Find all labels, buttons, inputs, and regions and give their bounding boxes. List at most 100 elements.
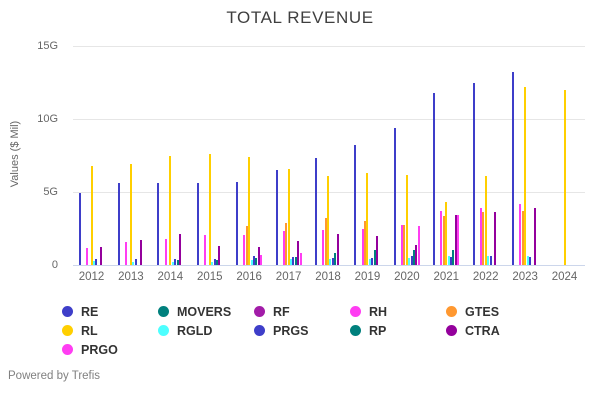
bar-RL-2012[interactable] bbox=[90, 165, 93, 265]
bar-RGLD-2012[interactable] bbox=[92, 261, 95, 265]
bar-PRGS-2012[interactable] bbox=[95, 259, 98, 265]
legend-item-RL[interactable]: RL bbox=[62, 321, 158, 340]
bar-RGLD-2013[interactable] bbox=[132, 261, 135, 265]
legend-item-RH[interactable]: RH bbox=[350, 302, 446, 321]
bar-RP-2019[interactable] bbox=[373, 250, 376, 265]
legend-item-PRGO[interactable]: PRGO bbox=[62, 340, 158, 359]
bar-RE-2013[interactable] bbox=[117, 183, 120, 265]
bar-RL-2024[interactable] bbox=[563, 89, 566, 265]
bar-CTRA-2018[interactable] bbox=[336, 234, 339, 265]
bar-RGLD-2017[interactable] bbox=[290, 258, 292, 265]
bar-RE-2018[interactable] bbox=[315, 158, 318, 265]
bar-PRGS-2021[interactable] bbox=[450, 256, 453, 265]
bar-RL-2019[interactable] bbox=[366, 173, 369, 265]
bar-RE-2022[interactable] bbox=[472, 82, 475, 265]
bar-RGLD-2019[interactable] bbox=[368, 258, 371, 265]
bar-CTRA-2019[interactable] bbox=[376, 235, 379, 265]
bar-CTRA-2020[interactable] bbox=[415, 244, 418, 265]
bar-CTRA-2014[interactable] bbox=[178, 234, 181, 265]
bar-PRGS-2022[interactable] bbox=[489, 256, 492, 265]
legend-item-RGLD[interactable]: RGLD bbox=[158, 321, 254, 340]
bar-CTRA-2017[interactable] bbox=[297, 240, 300, 265]
bar-PRGS-2020[interactable] bbox=[410, 256, 413, 265]
bar-GTES-2020[interactable] bbox=[403, 224, 406, 265]
bar-RH-2022[interactable] bbox=[479, 208, 482, 265]
bar-PRGO-2016[interactable] bbox=[260, 254, 263, 265]
bar-RGLD-2016[interactable] bbox=[250, 259, 253, 265]
legend-item-CTRA[interactable]: CTRA bbox=[446, 321, 542, 340]
bar-CTRA-2021[interactable] bbox=[454, 214, 457, 265]
bar-RGLD-2022[interactable] bbox=[487, 256, 490, 265]
bar-PRGS-2019[interactable] bbox=[371, 258, 374, 265]
bar-GTES-2017[interactable] bbox=[285, 222, 288, 265]
bar-CTRA-2023[interactable] bbox=[533, 208, 536, 265]
bar-PRGS-2016[interactable] bbox=[252, 256, 255, 265]
bar-RP-2021[interactable] bbox=[452, 249, 455, 265]
bar-GTES-2021[interactable] bbox=[442, 216, 445, 265]
bar-PRGS-2015[interactable] bbox=[213, 259, 216, 265]
bar-RH-2018[interactable] bbox=[322, 229, 325, 265]
bar-RL-2020[interactable] bbox=[405, 175, 408, 265]
bar-CTRA-2016[interactable] bbox=[257, 247, 260, 265]
bar-RE-2015[interactable] bbox=[196, 182, 199, 265]
bar-RE-2023[interactable] bbox=[512, 72, 515, 265]
bar-RL-2013[interactable] bbox=[129, 164, 132, 265]
bar-RL-2014[interactable] bbox=[169, 156, 172, 265]
legend-item-PRGS[interactable]: PRGS bbox=[254, 321, 350, 340]
bar-RE-2016[interactable] bbox=[236, 181, 239, 265]
bar-RL-2018[interactable] bbox=[327, 175, 330, 265]
bar-GTES-2023[interactable] bbox=[521, 210, 524, 265]
bar-RGLD-2015[interactable] bbox=[211, 261, 214, 265]
legend-item-RE[interactable]: RE bbox=[62, 302, 158, 321]
bar-RL-2023[interactable] bbox=[524, 86, 527, 265]
bar-RP-2018[interactable] bbox=[334, 252, 337, 265]
bar-PRGO-2020[interactable] bbox=[417, 225, 420, 265]
bar-RP-2015[interactable] bbox=[215, 259, 218, 265]
bar-RE-2017[interactable] bbox=[275, 170, 278, 265]
bar-RH-2015[interactable] bbox=[203, 235, 206, 265]
bar-RL-2022[interactable] bbox=[484, 175, 487, 265]
legend-item-RF[interactable]: RF bbox=[254, 302, 350, 321]
bar-RL-2016[interactable] bbox=[248, 156, 251, 265]
bar-PRGS-2023[interactable] bbox=[528, 256, 531, 265]
bar-CTRA-2012[interactable] bbox=[100, 247, 103, 265]
bar-PRGS-2013[interactable] bbox=[134, 259, 137, 265]
bar-RGLD-2018[interactable] bbox=[329, 259, 332, 265]
bar-PRGS-2014[interactable] bbox=[174, 259, 177, 265]
legend-item-RP[interactable]: RP bbox=[350, 321, 446, 340]
bar-RGLD-2023[interactable] bbox=[526, 255, 529, 265]
bar-RH-2023[interactable] bbox=[519, 203, 522, 265]
bar-RE-2021[interactable] bbox=[433, 92, 436, 265]
bar-RL-2021[interactable] bbox=[445, 202, 448, 265]
bar-RH-2019[interactable] bbox=[361, 228, 364, 265]
bar-RH-2017[interactable] bbox=[282, 231, 285, 265]
bar-RH-2014[interactable] bbox=[164, 238, 167, 265]
bar-PRGO-2021[interactable] bbox=[457, 215, 460, 265]
bar-RE-2014[interactable] bbox=[157, 183, 160, 265]
bar-RP-2020[interactable] bbox=[413, 249, 416, 265]
bar-RE-2012[interactable] bbox=[78, 193, 81, 265]
bar-GTES-2016[interactable] bbox=[245, 225, 248, 265]
bar-RP-2017[interactable] bbox=[294, 256, 297, 265]
bar-PRGO-2017[interactable] bbox=[299, 253, 302, 265]
bar-RE-2020[interactable] bbox=[393, 127, 396, 265]
bar-RL-2017[interactable] bbox=[287, 168, 290, 265]
bar-CTRA-2022[interactable] bbox=[494, 211, 497, 265]
bar-RGLD-2021[interactable] bbox=[447, 256, 450, 265]
bar-RH-2016[interactable] bbox=[243, 235, 246, 265]
bar-RH-2012[interactable] bbox=[85, 248, 88, 265]
bar-RP-2016[interactable] bbox=[255, 258, 258, 265]
bar-RGLD-2014[interactable] bbox=[171, 261, 174, 265]
legend-item-GTES[interactable]: GTES bbox=[446, 302, 542, 321]
bar-RGLD-2020[interactable] bbox=[408, 257, 411, 265]
bar-RH-2013[interactable] bbox=[125, 242, 128, 265]
bar-GTES-2018[interactable] bbox=[324, 217, 327, 265]
bar-CTRA-2013[interactable] bbox=[139, 240, 142, 265]
bar-GTES-2019[interactable] bbox=[364, 221, 367, 265]
legend-item-MOVERS[interactable]: MOVERS bbox=[158, 302, 254, 321]
bar-RH-2020[interactable] bbox=[401, 224, 404, 265]
bar-PRGS-2017[interactable] bbox=[292, 256, 295, 265]
bar-RH-2021[interactable] bbox=[440, 210, 443, 265]
bar-CTRA-2015[interactable] bbox=[218, 246, 221, 265]
bar-RP-2014[interactable] bbox=[176, 259, 179, 265]
